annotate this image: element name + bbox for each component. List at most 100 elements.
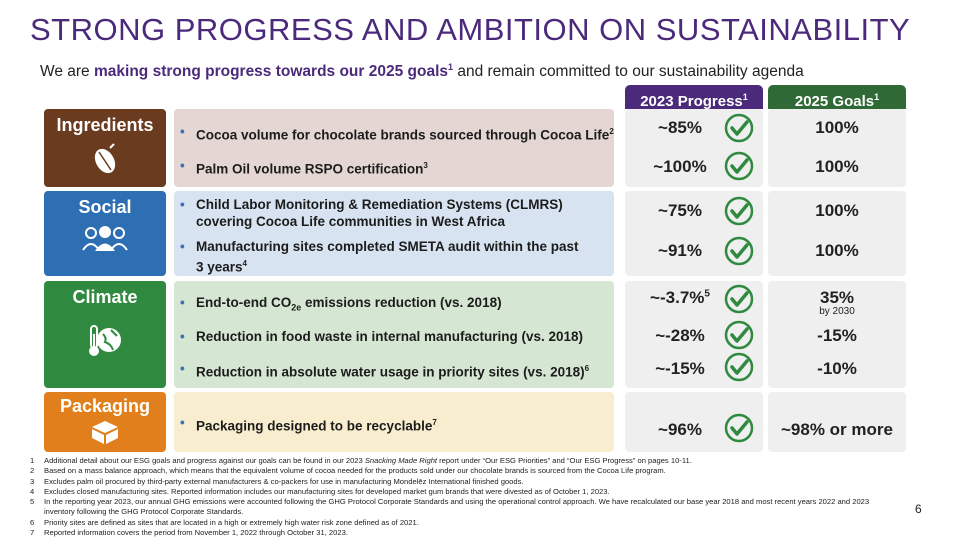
goal-value: 100% — [815, 157, 859, 176]
progress-value: ~-15% — [655, 359, 705, 378]
progress-header-label: 2023 Progress — [640, 93, 743, 110]
footnote-text: Excludes palm oil procured by third-part… — [44, 476, 524, 486]
people-icon — [44, 224, 166, 257]
social-goals-panel — [768, 191, 906, 276]
list-item: Packaging designed to be recyclable7 — [180, 414, 437, 435]
footnote: 6 Priority sites are defined as sites tha… — [30, 518, 900, 528]
subtitle-prefix: We are — [40, 63, 94, 81]
check-icon — [724, 236, 754, 266]
ingredients-tile: Ingredients — [44, 109, 166, 187]
ingredients-description: Cocoa volume for chocolate brands source… — [174, 109, 614, 187]
footnote: 2 Based on a mass balance approach, which… — [30, 466, 900, 476]
footnote-number: 2 — [30, 466, 35, 476]
ingredients-progress-panel — [625, 109, 763, 187]
progress-value: ~100% — [653, 157, 707, 176]
list-item: Cocoa volume for chocolate brands source… — [180, 123, 614, 144]
footnote-text: In the reporting year 2023, our annual G… — [44, 497, 870, 517]
list-item-text: End-to-end CO — [196, 295, 292, 310]
list-item: Palm Oil volume RSPO certification3 — [180, 157, 428, 178]
footnote-ref: 4 — [242, 259, 247, 268]
list-item-text: Cocoa volume for chocolate brands source… — [196, 127, 610, 143]
subtitle-highlight-text: making strong progress towards our 2025 … — [94, 63, 449, 81]
climate-tile: Climate — [44, 281, 166, 388]
subtitle-footnote-ref: 1 — [448, 62, 454, 72]
footnote-text: Priority sites are defined as sites that… — [44, 517, 419, 527]
goal-value: 100% — [815, 201, 859, 220]
list-item-text: Reduction in absolute water usage in pri… — [196, 364, 585, 380]
goals-column-header: 2025 Goals1 — [768, 85, 906, 110]
page-subtitle: We are making strong progress towards ou… — [40, 62, 804, 81]
climate-description: End-to-end CO2e emissions reduction (vs.… — [174, 281, 614, 388]
footnote-number: 1 — [30, 456, 35, 465]
earth-thermometer-icon — [44, 320, 166, 365]
footnote-ref: 6 — [584, 364, 590, 373]
footnote: 4 Excludes closed manufacturing sites. Re… — [30, 487, 900, 497]
footnotes: 1 Additional detail about our ESG goals a… — [30, 456, 900, 538]
footnote-text: Based on a mass balance approach, which … — [44, 466, 666, 476]
progress-value: ~-3.7%5 — [630, 288, 730, 308]
ingredients-label: Ingredients — [56, 115, 154, 135]
progress-value: ~-28% — [655, 326, 705, 345]
subscript-text: 2e — [291, 302, 302, 313]
packaging-label: Packaging — [59, 396, 151, 416]
goals-header-footnote: 1 — [874, 92, 880, 102]
footnote: 5 In the reporting year 2023, our annual … — [30, 497, 900, 518]
footnote-ref: 3 — [423, 161, 428, 170]
goal-value: -10% — [817, 359, 857, 378]
list-item-text: Packaging designed to be recyclable — [196, 418, 433, 434]
packaging-tile: Packaging — [44, 392, 166, 452]
check-icon — [724, 413, 754, 443]
climate-label: Climate — [72, 287, 138, 307]
progress-value: ~75% — [658, 201, 702, 220]
footnote-ref: 7 — [432, 418, 437, 427]
progress-value: ~91% — [658, 241, 702, 260]
check-icon — [724, 284, 754, 314]
ingredients-goals-panel — [768, 109, 906, 187]
list-item-text: Reduction in food waste in internal manu… — [196, 329, 584, 344]
climate-goals-panel — [768, 281, 906, 388]
footnote-number: 7 — [30, 528, 35, 538]
progress-value: ~96% — [658, 420, 702, 439]
footnote: 7 Reported information covers the period … — [30, 528, 900, 538]
footnote: 3 Excludes palm oil procured by third-par… — [30, 477, 900, 487]
page-number: 6 — [915, 502, 922, 516]
social-description: Child Labor Monitoring & Remediation Sys… — [174, 191, 614, 276]
footnote-text: Additional detail about our ESG goals an… — [44, 456, 692, 466]
goal-note: by 2030 — [819, 306, 855, 317]
list-item: Reduction in absolute water usage in pri… — [180, 360, 589, 381]
social-progress-panel — [625, 191, 763, 276]
social-tile: Social — [44, 191, 166, 276]
list-item: Manufacturing sites completed SMETA audi… — [180, 238, 580, 276]
subtitle-suffix: and remain committed to our sustainabili… — [453, 63, 804, 81]
social-label: Social — [78, 197, 132, 217]
list-item-text: emissions reduction (vs. 2018) — [301, 295, 502, 310]
footnote-text: Excludes closed manufacturing sites. Rep… — [44, 486, 610, 496]
report-title: Snacking Made Right — [364, 456, 438, 465]
goal-value: 100% — [815, 118, 859, 137]
footnote-ref: 2 — [609, 127, 614, 136]
list-item-text: Manufacturing sites completed SMETA audi… — [196, 239, 579, 275]
goal-value: 100% — [815, 241, 859, 260]
footnote-number: 6 — [30, 517, 35, 527]
check-icon — [724, 151, 754, 181]
footnote-text-part: report under “Our ESG Priorities” and “O… — [437, 456, 692, 465]
check-icon — [724, 113, 754, 143]
footnote-number: 4 — [30, 486, 35, 496]
footnote-number: 5 — [30, 497, 35, 507]
packaging-description: Packaging designed to be recyclable7 — [174, 392, 614, 452]
packaging-goals-panel — [768, 392, 906, 452]
check-icon — [724, 320, 754, 350]
progress-column-header: 2023 Progress1 — [625, 85, 763, 110]
list-item: Child Labor Monitoring & Remediation Sys… — [180, 196, 600, 230]
check-icon — [724, 352, 754, 382]
progress-header-footnote: 1 — [742, 92, 748, 102]
list-item-text: Child Labor Monitoring & Remediation Sys… — [196, 197, 563, 229]
footnote-number: 3 — [30, 476, 35, 486]
cocoa-pod-icon — [44, 142, 166, 181]
footnote-text-part: Additional detail about our ESG goals an… — [44, 456, 365, 465]
goal-value: ~98% or more — [781, 420, 893, 439]
page-title: STRONG PROGRESS AND AMBITION ON SUSTAINA… — [30, 12, 911, 47]
goals-header-label: 2025 Goals — [794, 93, 875, 110]
box-icon — [44, 419, 166, 450]
list-item: Reduction in food waste in internal manu… — [180, 328, 583, 345]
